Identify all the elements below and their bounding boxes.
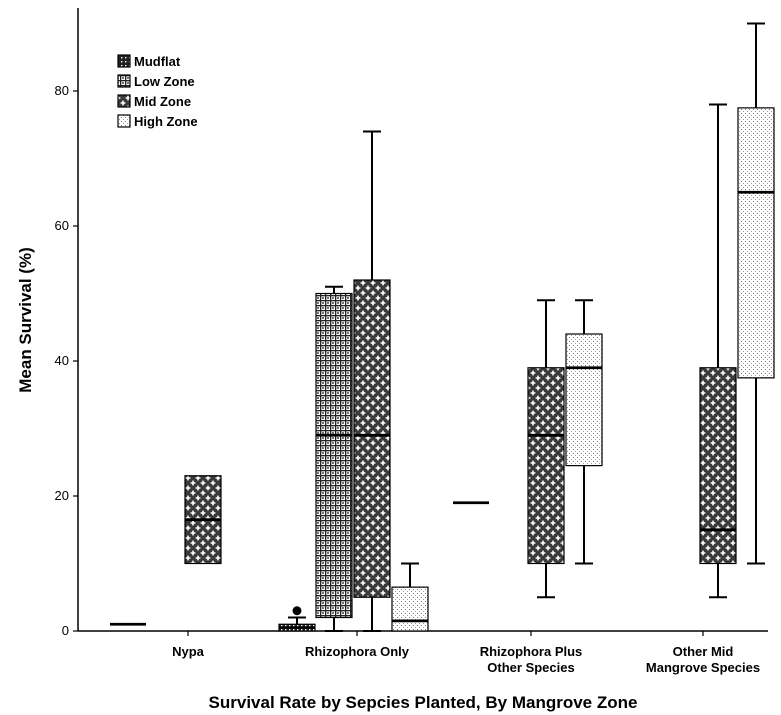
legend: Mudflat Low Zone Mid Zone High Zone	[117, 54, 198, 129]
x-axis-title: Survival Rate by Sepcies Planted, By Man…	[209, 693, 638, 712]
legend-swatch	[117, 74, 131, 88]
x-tick-label: Other Mid	[673, 644, 734, 659]
legend-swatch	[117, 54, 131, 68]
axes: 0 20 40 60 80	[55, 8, 768, 638]
box-body	[315, 292, 353, 619]
legend-item-high-zone: High Zone	[117, 114, 198, 129]
legend-item-low-zone: Low Zone	[117, 74, 195, 89]
legend-label: High Zone	[134, 114, 198, 129]
box-body	[391, 586, 429, 632]
box-mudflat	[278, 606, 316, 632]
legend-label: Mid Zone	[134, 94, 191, 109]
y-tick-label: 20	[55, 488, 69, 503]
x-tick-label: Mangrove Species	[646, 660, 760, 675]
y-tick-label: 80	[55, 83, 69, 98]
x-tick-label: Rhizophora Plus	[480, 644, 583, 659]
box-mid-zone	[184, 475, 222, 565]
box-mid-zone	[353, 130, 391, 632]
box-body	[353, 279, 391, 598]
legend-item-mid-zone: Mid Zone	[117, 94, 191, 109]
x-tick-label: Other Species	[487, 660, 574, 675]
y-tick-label: 0	[62, 623, 69, 638]
box-low-zone	[315, 285, 353, 632]
boxes-layer	[110, 22, 775, 632]
axis-labels: Nypa Rhizophora Only Rhizophora PlusOther …	[16, 247, 760, 712]
box-body	[737, 107, 775, 379]
box-body	[565, 333, 603, 467]
y-tick-label: 40	[55, 353, 69, 368]
legend-swatch	[117, 114, 131, 128]
legend-label: Low Zone	[134, 74, 195, 89]
box-body	[527, 367, 565, 565]
x-tick-label: Rhizophora Only	[305, 644, 410, 659]
box-mid-zone	[699, 103, 737, 599]
box-high-zone	[565, 299, 603, 565]
x-tick-label: Nypa	[172, 644, 205, 659]
box-high-zone	[391, 562, 429, 632]
legend-swatch	[117, 94, 131, 108]
outlier-point	[292, 606, 302, 616]
y-axis-title: Mean Survival (%)	[16, 247, 35, 393]
y-tick-label: 60	[55, 218, 69, 233]
box-high-zone	[737, 22, 775, 565]
legend-item-mudflat: Mudflat	[117, 54, 181, 69]
box-body	[699, 367, 737, 565]
box-mid-zone	[527, 299, 565, 599]
legend-label: Mudflat	[134, 54, 181, 69]
